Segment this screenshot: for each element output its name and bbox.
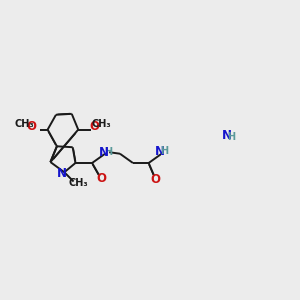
Text: N: N	[154, 146, 164, 158]
Text: O: O	[150, 173, 160, 186]
Text: H: H	[227, 132, 235, 142]
Text: H: H	[104, 147, 112, 157]
Text: O: O	[26, 120, 36, 133]
Text: O: O	[89, 120, 100, 133]
Text: H: H	[160, 146, 168, 157]
Text: N: N	[57, 167, 67, 180]
Text: CH₃: CH₃	[68, 178, 88, 188]
Text: CH₃: CH₃	[92, 119, 111, 129]
Text: N: N	[222, 129, 232, 142]
Text: CH₃: CH₃	[15, 119, 34, 129]
Text: O: O	[96, 172, 106, 185]
Text: N: N	[99, 146, 109, 159]
